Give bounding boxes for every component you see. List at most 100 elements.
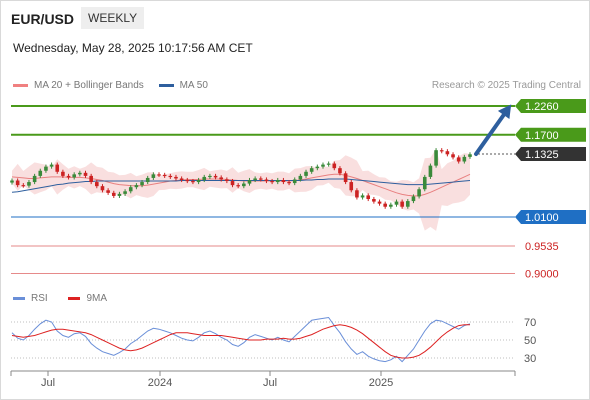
candle-body bbox=[117, 193, 122, 196]
candle-body bbox=[230, 181, 235, 186]
candle-body bbox=[15, 180, 20, 186]
symbol-title: EUR/USD bbox=[11, 11, 75, 27]
candles-layer bbox=[10, 148, 472, 209]
candle-body bbox=[191, 181, 195, 183]
timeframe-badge[interactable]: WEEKLY bbox=[81, 7, 145, 29]
candle-body bbox=[140, 182, 144, 186]
candle-body bbox=[55, 164, 60, 172]
price-tag-1.1700 bbox=[515, 127, 586, 142]
moving-average-layer bbox=[11, 173, 471, 197]
x-tick-label: 2025 bbox=[369, 377, 393, 389]
candle-body bbox=[185, 180, 190, 182]
candle-body bbox=[213, 175, 218, 178]
candle-body bbox=[38, 170, 43, 176]
candle-body bbox=[258, 178, 263, 180]
candle-body bbox=[326, 163, 331, 165]
candle-body bbox=[372, 199, 376, 202]
legend-swatch-9ma bbox=[68, 296, 81, 300]
candle-body bbox=[360, 195, 365, 198]
rsi-tick-70: 70 bbox=[524, 317, 536, 329]
candle-body bbox=[428, 165, 433, 177]
price-tag-1.0100 bbox=[515, 210, 586, 224]
rsi-line bbox=[11, 316, 471, 363]
candle-body bbox=[208, 175, 212, 178]
candle-body bbox=[66, 175, 71, 178]
datetime-label: Wednesday, May 28, 2025 10:17:56 AM CET bbox=[13, 41, 253, 55]
candle-body bbox=[134, 185, 139, 188]
candle-body bbox=[445, 151, 450, 155]
candle-body bbox=[196, 180, 201, 183]
candle-body bbox=[123, 191, 127, 194]
candle-body bbox=[355, 190, 359, 198]
legend-swatch-rsi bbox=[13, 296, 25, 300]
candle-body bbox=[338, 168, 342, 174]
candle-body bbox=[315, 166, 320, 169]
candle-body bbox=[304, 171, 308, 176]
price-legend: MA 20 + Bollinger Bands MA 50 bbox=[13, 80, 220, 91]
candle-body bbox=[174, 176, 178, 179]
candle-body bbox=[422, 176, 427, 190]
projection-arrow-shaft bbox=[474, 111, 507, 157]
price-label-0.9535: 0.9535 bbox=[525, 241, 559, 253]
legend-label-ma20: MA 20 + Bollinger Bands bbox=[34, 80, 144, 91]
candle-body bbox=[106, 190, 110, 193]
legend-item-ma20: MA 20 + Bollinger Bands bbox=[13, 80, 144, 91]
candle-body bbox=[411, 196, 416, 202]
rsi-legend: RSI 9MA bbox=[13, 293, 125, 304]
candle-body bbox=[439, 150, 444, 152]
candle-body bbox=[162, 174, 167, 177]
candle-body bbox=[83, 172, 88, 176]
bollinger-band bbox=[12, 148, 470, 231]
candle-body bbox=[332, 163, 337, 169]
legend-swatch-ma20 bbox=[13, 83, 28, 87]
candle-body bbox=[417, 189, 421, 197]
candle-body bbox=[349, 182, 354, 191]
projection-arrow-layer bbox=[474, 104, 512, 157]
candle-body bbox=[389, 204, 393, 207]
candle-body bbox=[343, 173, 348, 183]
candle-body bbox=[309, 168, 314, 172]
ma50-line bbox=[11, 178, 471, 193]
price-tag-1.1325 bbox=[515, 147, 586, 162]
x-axis-layer: Jul 2024 Jul 2025 bbox=[10, 370, 516, 389]
price-tag-text-1.1700: 1.1700 bbox=[525, 130, 559, 142]
candle-body bbox=[78, 172, 82, 175]
candle-body bbox=[406, 201, 410, 207]
candle-body bbox=[21, 185, 26, 187]
legend-label-9ma: 9MA bbox=[86, 293, 108, 304]
rsi-tick-50: 50 bbox=[524, 335, 536, 347]
candle-body bbox=[89, 175, 93, 183]
price-tag-text-1.0100: 1.0100 bbox=[525, 212, 559, 224]
candle-body bbox=[32, 175, 37, 183]
candle-body bbox=[100, 186, 105, 191]
candle-body bbox=[247, 180, 252, 184]
x-tick-label: Jul bbox=[263, 377, 277, 389]
candle-body bbox=[27, 182, 31, 186]
candle-body bbox=[298, 175, 303, 180]
candle-body bbox=[321, 164, 325, 167]
rsi-layer: 70 50 30 bbox=[11, 316, 536, 365]
legend-item-9ma: 9MA bbox=[68, 293, 107, 304]
candle-body bbox=[145, 177, 150, 183]
price-tag-text-1.1325: 1.1325 bbox=[525, 149, 559, 161]
legend-item-rsi: RSI bbox=[13, 293, 48, 304]
legend-swatch-ma50 bbox=[158, 83, 174, 87]
candle-body bbox=[202, 176, 207, 180]
candle-body bbox=[383, 203, 387, 207]
candle-body bbox=[456, 157, 461, 162]
rsi-9ma-line bbox=[11, 324, 470, 359]
candle-body bbox=[61, 171, 65, 176]
candle-body bbox=[151, 174, 156, 178]
candle-body bbox=[219, 177, 224, 180]
candle-body bbox=[111, 192, 116, 196]
bollinger-band-layer bbox=[12, 148, 470, 231]
candle-body bbox=[270, 181, 274, 183]
candle-body bbox=[462, 156, 467, 162]
candle-body bbox=[434, 150, 438, 166]
candle-body bbox=[95, 182, 99, 187]
candle-body bbox=[242, 183, 246, 187]
candle-body bbox=[128, 187, 133, 192]
legend-label-rsi: RSI bbox=[31, 293, 48, 304]
price-tag-1.2260 bbox=[515, 99, 586, 113]
